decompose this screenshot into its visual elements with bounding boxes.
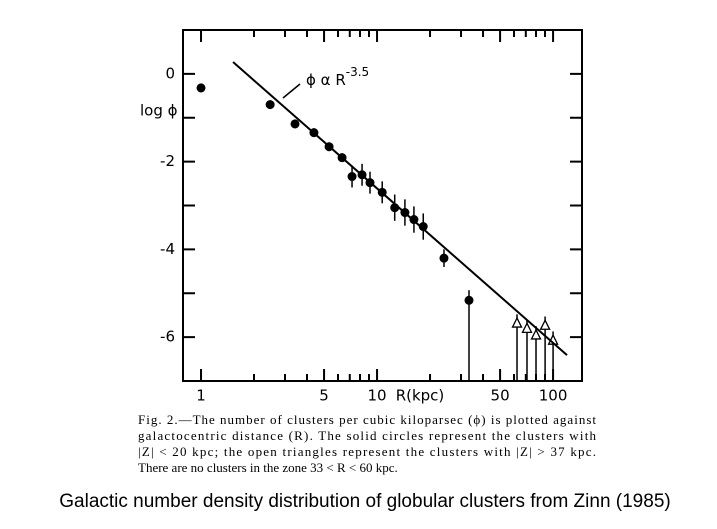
y-tick-label: 0: [165, 64, 175, 82]
annotation-superscript: -3.5: [346, 65, 369, 79]
triangle-point: [530, 328, 542, 340]
y-tick-label: -4: [160, 240, 175, 258]
annotation: ϕ α R-3.5: [306, 65, 369, 89]
plot-frame: [182, 29, 583, 382]
x-tick-label: 10: [367, 387, 386, 405]
point: [196, 83, 206, 93]
point: [464, 295, 474, 305]
x-tick-label: 50: [491, 387, 510, 405]
triangle-point: [539, 318, 551, 330]
caption-line: There are no clusters in the zone 33 < R…: [138, 460, 398, 475]
caption-line: Fig. 2.—The number of clusters per cubic…: [138, 412, 596, 427]
annotation-text: ϕ α R: [306, 71, 346, 89]
point: [265, 100, 275, 110]
fit-line: [232, 61, 568, 356]
y-axis-label: log ϕ: [140, 102, 178, 120]
point: [347, 172, 357, 182]
x-tick-label: 5: [319, 387, 329, 405]
point: [290, 119, 300, 129]
y-tick-label: -2: [160, 152, 175, 170]
y-tick-label: -6: [160, 328, 175, 346]
caption-line: galactocentric distance (R). The solid c…: [138, 428, 597, 443]
footer-title: Galactic number density distribution of …: [59, 491, 670, 512]
triangle-point: [511, 316, 523, 328]
x-tick-label: 1: [196, 387, 206, 405]
caption-line: |Z| < 20 kpc; the open triangles represe…: [138, 444, 596, 459]
x-axis-label: R(kpc): [396, 387, 445, 405]
triangle-point: [521, 321, 533, 333]
point: [439, 253, 449, 263]
x-tick-label: 100: [539, 387, 568, 405]
annotation-leader: [282, 83, 301, 99]
